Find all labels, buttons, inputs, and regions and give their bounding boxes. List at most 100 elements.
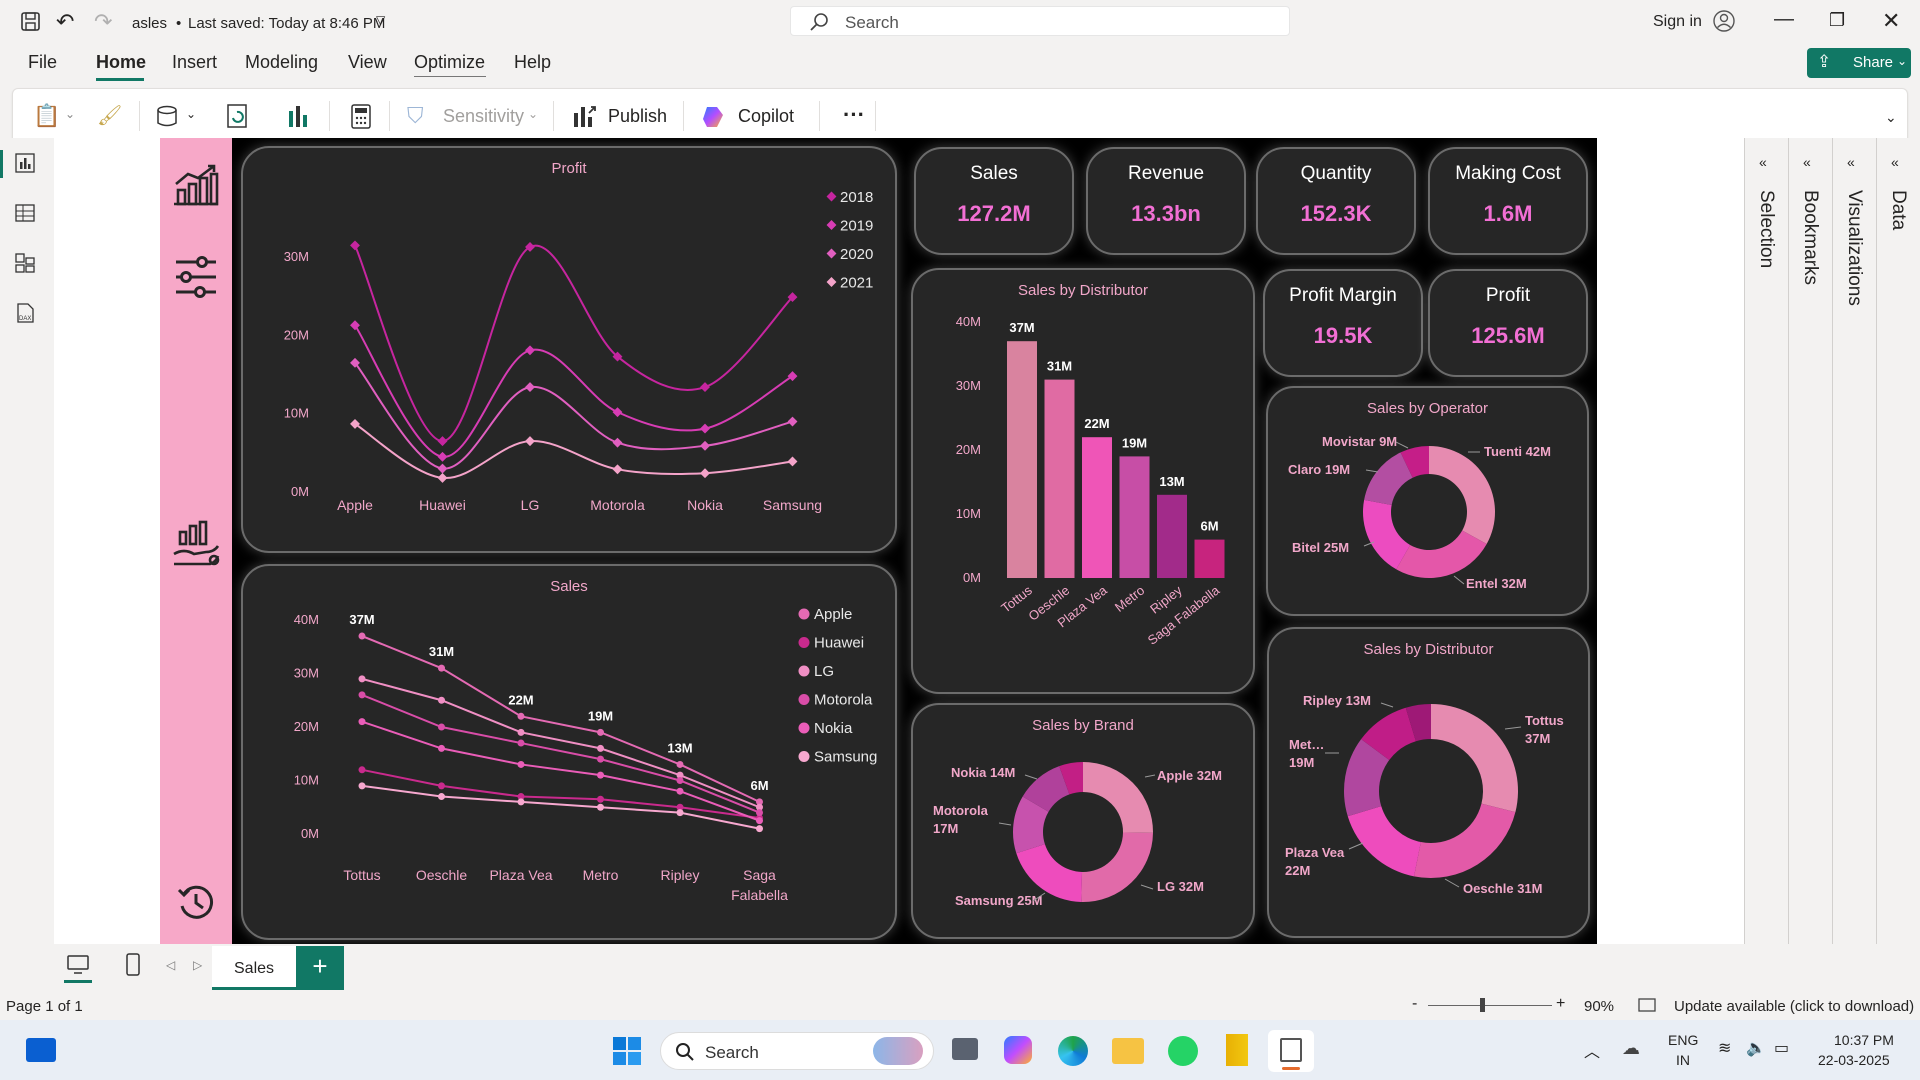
redo-icon[interactable]: ↷: [94, 9, 113, 34]
profit-chart-card[interactable]: Profit 0M 10M 20M 30M Apple Huawei LG Motorola N…: [241, 146, 897, 553]
zoom-in-icon[interactable]: +: [1556, 995, 1566, 1012]
chevron-down-icon[interactable]: ⌄: [528, 107, 539, 121]
sales-line-chart[interactable]: 0M 10M 20M 30M 40M Tottus Oeschle Plaza Vea Metr…: [243, 566, 895, 938]
onedrive-icon[interactable]: ☁: [1622, 1038, 1640, 1058]
active-app-tile[interactable]: [1268, 1030, 1314, 1072]
clock-date[interactable]: 22-03-2025: [1818, 1052, 1890, 1068]
brand-donut-chart[interactable]: Apple 32M LG 32M Samsung 25M Motorola 17M Nok…: [913, 705, 1253, 937]
share-button[interactable]: ⇪ Share ⌄: [1807, 48, 1911, 78]
taskbar-search[interactable]: Search: [660, 1032, 934, 1070]
operator-donut-chart[interactable]: Tuenti 42M Entel 32M Bitel 25M Claro 19M Mov…: [1268, 388, 1587, 614]
copilot-icon[interactable]: [701, 103, 729, 131]
distributor-donut-card[interactable]: Sales by Distributor Tottus 37M Oeschle 31…: [1267, 627, 1590, 938]
sensitivity-icon[interactable]: ⛉: [407, 103, 424, 128]
edge-browser-icon[interactable]: [1058, 1036, 1088, 1066]
kpi-card-quantity[interactable]: Quantity 152.3K: [1256, 147, 1416, 255]
copilot-app-icon[interactable]: [1004, 1036, 1032, 1064]
kpi-card-sales[interactable]: Sales 127.2M: [914, 147, 1074, 255]
language-primary[interactable]: ENG: [1668, 1032, 1699, 1048]
zoom-out-icon[interactable]: -: [1412, 995, 1418, 1012]
paste-icon[interactable]: 📋: [33, 103, 61, 128]
restore-icon[interactable]: ❐: [1829, 10, 1846, 30]
history-icon[interactable]: [176, 882, 216, 922]
tab-optimize[interactable]: Optimize: [414, 52, 486, 72]
kpi-card-revenue[interactable]: Revenue 13.3bn: [1086, 147, 1246, 255]
power-bi-icon[interactable]: [1226, 1034, 1248, 1066]
save-icon[interactable]: [20, 11, 42, 33]
distributor-donut-chart[interactable]: Tottus 37M Oeschle 31M Plaza Vea 22M Met… 19M R…: [1269, 629, 1588, 936]
selection-pane-label[interactable]: Selection: [1756, 190, 1777, 269]
calculator-icon[interactable]: [349, 103, 373, 131]
wifi-icon[interactable]: ≋: [1718, 1040, 1732, 1057]
language-secondary[interactable]: IN: [1676, 1052, 1690, 1068]
data-pane-label[interactable]: Data: [1888, 190, 1909, 231]
double-chevron-left-icon[interactable]: «: [1847, 154, 1855, 170]
data-pane[interactable]: « Data: [1876, 138, 1920, 988]
page-tab-sales[interactable]: Sales: [212, 946, 296, 990]
next-page-icon[interactable]: ▷: [193, 958, 203, 972]
undo-icon[interactable]: ↶: [56, 9, 75, 34]
tab-home[interactable]: Home: [96, 52, 147, 72]
file-explorer-icon[interactable]: [1112, 1038, 1144, 1064]
sales-hand-icon[interactable]: [170, 518, 222, 570]
sales-chart-card[interactable]: Sales 0M 10M 20M 30M 40M Tottus Oeschle Plaza V…: [241, 564, 897, 940]
visualizations-pane[interactable]: « Visualizations: [1832, 138, 1876, 988]
report-view-icon[interactable]: [14, 152, 36, 174]
brand-donut-card[interactable]: Sales by Brand Apple 32M LG 32M Samsung 25…: [911, 703, 1255, 939]
chevron-up-icon[interactable]: ︿: [1584, 1044, 1601, 1061]
tab-view[interactable]: View: [348, 52, 387, 72]
chevron-down-icon[interactable]: ▽: [376, 13, 386, 27]
tab-insert[interactable]: Insert: [172, 52, 218, 72]
table-view-icon[interactable]: [14, 202, 36, 224]
close-icon[interactable]: ✕: [1882, 8, 1901, 33]
format-painter-icon[interactable]: 🖌: [97, 105, 123, 127]
task-view-icon[interactable]: [952, 1038, 978, 1060]
kpi-card-profit[interactable]: Profit 125.6M: [1428, 269, 1588, 377]
update-available-link[interactable]: Update available (click to download): [1674, 998, 1915, 1015]
filter-sliders-icon[interactable]: [172, 254, 220, 300]
widgets-icon[interactable]: [26, 1038, 56, 1062]
get-data-icon[interactable]: [155, 105, 181, 129]
copilot-label[interactable]: Copilot: [738, 106, 795, 126]
tab-file[interactable]: File: [28, 52, 58, 72]
bookmarks-pane-label[interactable]: Bookmarks: [1800, 190, 1821, 286]
bookmarks-pane[interactable]: « Bookmarks: [1788, 138, 1832, 988]
publish-label[interactable]: Publish: [608, 106, 668, 126]
zoom-slider[interactable]: [1428, 1005, 1552, 1006]
publish-icon[interactable]: [571, 103, 599, 131]
search-box[interactable]: Search: [790, 6, 1290, 36]
kpi-card-profit-margin[interactable]: Profit Margin 19.5K: [1263, 269, 1423, 377]
zoom-level[interactable]: 90%: [1584, 998, 1615, 1015]
selection-pane[interactable]: « Selection: [1744, 138, 1788, 988]
clock-time[interactable]: 10:37 PM: [1834, 1032, 1894, 1048]
tab-help[interactable]: Help: [514, 52, 552, 72]
new-visual-icon[interactable]: [285, 103, 311, 131]
double-chevron-left-icon[interactable]: «: [1803, 154, 1811, 170]
mobile-layout-icon[interactable]: [124, 952, 142, 978]
tab-modeling[interactable]: Modeling: [245, 52, 319, 72]
refresh-icon[interactable]: [225, 103, 251, 131]
minimize-icon[interactable]: —: [1774, 8, 1794, 30]
fit-to-page-icon[interactable]: [1638, 998, 1656, 1012]
distributor-bar-card[interactable]: Sales by Distributor 0M 10M 20M 30M 40M 37M To…: [911, 268, 1255, 694]
user-icon[interactable]: [1713, 10, 1735, 32]
volume-icon[interactable]: 🔈: [1746, 1040, 1766, 1057]
zoom-slider-thumb[interactable]: [1480, 998, 1485, 1012]
add-page-button[interactable]: +: [296, 946, 344, 990]
battery-icon[interactable]: ▭: [1774, 1040, 1790, 1057]
chevron-down-icon[interactable]: ⌄: [65, 107, 76, 121]
model-view-icon[interactable]: [14, 252, 36, 274]
double-chevron-left-icon[interactable]: «: [1759, 154, 1767, 170]
chevron-down-icon[interactable]: ⌄: [186, 107, 197, 121]
windows-start-icon[interactable]: [612, 1036, 642, 1066]
file-name[interactable]: asles: [132, 15, 168, 32]
profit-line-chart[interactable]: 0M 10M 20M 30M Apple Huawei LG Motorola Nokia Sam…: [243, 148, 895, 551]
dax-query-view-icon[interactable]: DAX: [14, 302, 36, 324]
double-chevron-left-icon[interactable]: «: [1891, 154, 1899, 170]
more-options-icon[interactable]: ···: [843, 102, 865, 127]
operator-donut-card[interactable]: Sales by Operator Tuenti 42M Entel 32M Bit…: [1266, 386, 1589, 616]
sign-in-link[interactable]: Sign in: [1653, 13, 1702, 30]
sensitivity-label[interactable]: Sensitivity: [443, 106, 525, 126]
growth-chart-icon[interactable]: [170, 162, 222, 210]
